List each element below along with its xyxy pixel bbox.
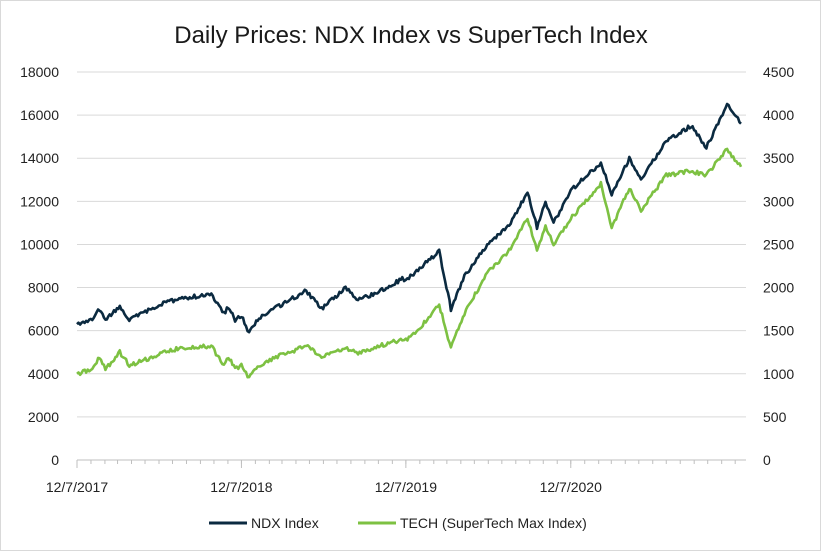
gridlines — [77, 71, 746, 461]
y-left-tick-label: 18000 — [20, 64, 59, 80]
y-left-tick-label: 16000 — [20, 107, 59, 123]
legend-label: NDX Index — [251, 515, 319, 531]
y-left-tick-label: 14000 — [20, 150, 59, 166]
y-left-tick-label: 10000 — [20, 236, 59, 252]
y-right-tick-label: 4500 — [763, 64, 794, 80]
x-tick-label: 12/7/2019 — [375, 479, 437, 495]
y-right-tick-label: 3500 — [763, 150, 794, 166]
y-left-tick-label: 4000 — [28, 366, 59, 382]
legend-label: TECH (SuperTech Max Index) — [400, 515, 587, 531]
series-line-1 — [76, 147, 743, 379]
y-axis-right: 0 500 1000 1500 2000 2500 3000 3500 4000 4500 — [763, 64, 794, 468]
series-line-0 — [76, 102, 742, 334]
y-right-tick-label: 1500 — [763, 323, 794, 339]
chart-title: Daily Prices: NDX Index vs SuperTech Ind… — [174, 22, 648, 49]
y-right-tick-label: 2500 — [763, 236, 794, 252]
y-right-tick-label: 3000 — [763, 193, 794, 209]
y-left-tick-label: 8000 — [28, 280, 59, 296]
y-right-tick-label: 2000 — [763, 280, 794, 296]
x-tick-label: 12/7/2017 — [46, 479, 108, 495]
y-left-tick-label: 6000 — [28, 323, 59, 339]
x-tick-label: 12/7/2018 — [210, 479, 272, 495]
y-right-tick-label: 500 — [763, 409, 787, 425]
y-left-tick-label: 12000 — [20, 193, 59, 209]
y-right-tick-label: 1000 — [763, 366, 794, 382]
y-right-tick-label: 4000 — [763, 107, 794, 123]
series-lines — [76, 102, 743, 379]
y-axis-left: 0 2000 4000 6000 8000 10000 12000 14000 16000 180… — [20, 64, 59, 468]
legend: NDX Index TECH (SuperTech Max Index) — [209, 515, 587, 531]
y-right-tick-label: 0 — [763, 452, 771, 468]
x-tick-label: 12/7/2020 — [540, 479, 602, 495]
x-axis: 12/7/2017 12/7/2018 12/7/2019 12/7/2020 — [46, 460, 736, 495]
y-left-tick-label: 2000 — [28, 409, 59, 425]
y-left-tick-label: 0 — [51, 452, 59, 468]
